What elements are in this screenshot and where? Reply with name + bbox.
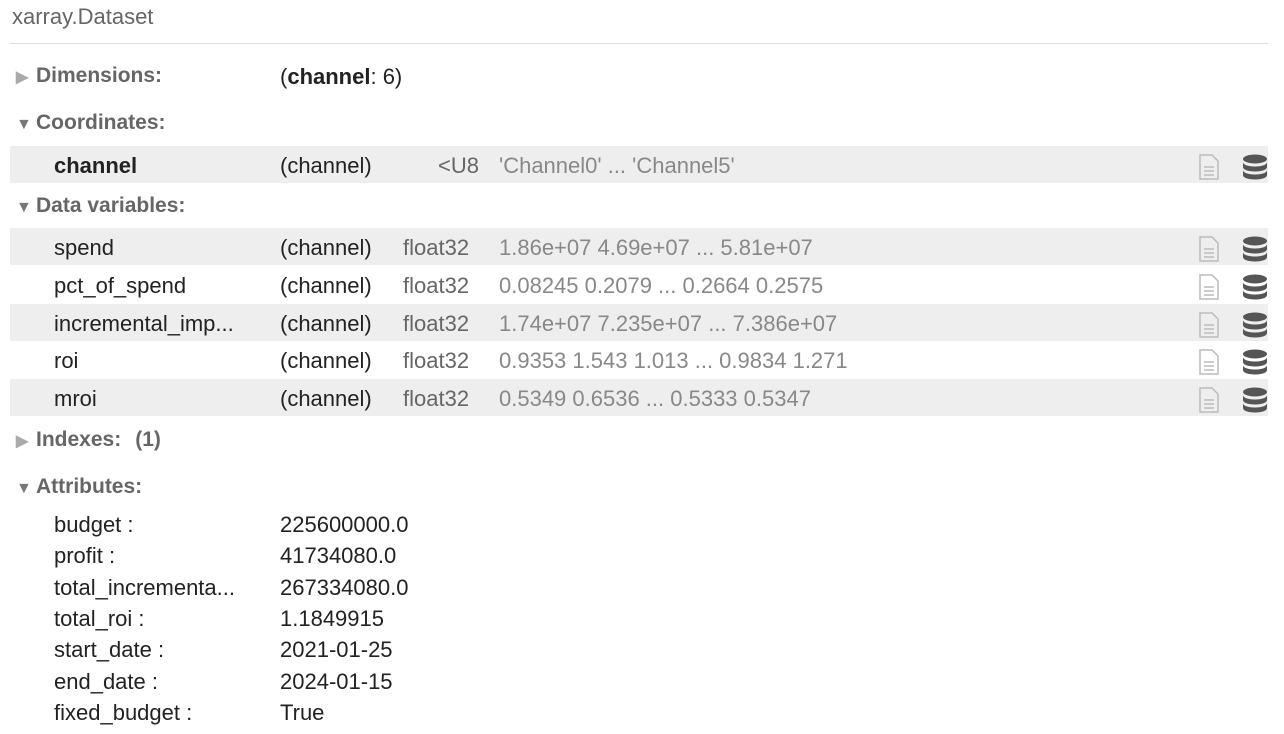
attribute-value: 2021-01-25 (280, 637, 393, 663)
var-dtype: float32 (403, 348, 470, 373)
attribute-value: 225600000.0 (280, 512, 409, 537)
section-attributes[interactable]: ▼ Attributes: (16, 475, 142, 499)
expand-arrow-icon: ▶ (16, 69, 29, 86)
var-preview: 0.9353 1.543 1.013 ... 0.9834 1.271 (499, 348, 848, 373)
data-variable-row: pct_of_spend (channel) float32 0.08245 0… (10, 266, 1268, 303)
var-dtype: float32 (403, 273, 470, 298)
var-dims: (channel) (280, 348, 372, 373)
divider (10, 43, 1268, 44)
var-preview: 'Channel0' ... 'Channel5' (499, 153, 735, 178)
section-indexes[interactable]: ▶ Indexes: (1) (16, 428, 161, 452)
file-icon[interactable] (1198, 236, 1220, 268)
data-variable-row: incremental_imp... (channel) float32 1.7… (10, 304, 1268, 341)
attribute-key: end_date : (54, 668, 158, 694)
var-name: spend (54, 235, 114, 260)
var-dims: (channel) (280, 273, 372, 298)
var-preview: 0.5349 0.6536 ... 0.5333 0.5347 (499, 386, 811, 411)
collapse-arrow-icon: ▼ (16, 199, 32, 216)
attribute-value: 1.1849915 (280, 605, 384, 631)
data-variable-row: mroi (channel) float32 0.5349 0.6536 ...… (10, 379, 1268, 416)
attribute-value: True (280, 699, 325, 725)
var-name: mroi (54, 386, 97, 411)
dim-size: : 6) (370, 64, 403, 89)
database-icon[interactable] (1242, 312, 1268, 344)
expand-arrow-icon: ▶ (16, 433, 29, 450)
var-preview: 1.74e+07 7.235e+07 ... 7.386e+07 (499, 311, 838, 336)
section-coordinates[interactable]: ▼ Coordinates: (16, 111, 166, 135)
attribute-key: total_roi : (54, 605, 145, 631)
var-dtype: <U8 (438, 153, 479, 178)
file-icon[interactable] (1198, 387, 1220, 419)
var-dtype: float32 (403, 311, 470, 336)
section-label: Dimensions: (36, 64, 163, 87)
var-dims: (channel) (280, 153, 372, 178)
section-data-variables[interactable]: ▼ Data variables: (16, 194, 185, 218)
attribute-value: 2024-01-15 (280, 668, 393, 694)
var-dims: (channel) (280, 235, 372, 260)
database-icon[interactable] (1242, 154, 1268, 186)
attribute-key: total_incrementa... (54, 574, 235, 600)
section-label: Attributes: (36, 475, 143, 498)
index-count: (1) (135, 428, 161, 451)
var-preview: 1.86e+07 4.69e+07 ... 5.81e+07 (499, 235, 813, 260)
attribute-key: profit : (54, 543, 116, 569)
section-label: Data variables: (36, 194, 186, 217)
var-name: pct_of_spend (54, 273, 187, 298)
attribute-value: 267334080.0 (280, 574, 409, 600)
var-dtype: float32 (403, 386, 470, 411)
database-icon[interactable] (1242, 236, 1268, 268)
database-icon[interactable] (1242, 349, 1268, 381)
var-dtype: float32 (403, 235, 470, 260)
coordinate-row: channel (channel) <U8 'Channel0' ... 'Ch… (10, 146, 1268, 183)
collapse-arrow-icon: ▼ (16, 116, 32, 133)
attribute-key: start_date : (54, 637, 165, 663)
var-dims: (channel) (280, 311, 372, 336)
var-preview: 0.08245 0.2079 ... 0.2664 0.2575 (499, 273, 824, 298)
database-icon[interactable] (1242, 274, 1268, 306)
file-icon[interactable] (1198, 349, 1220, 381)
section-label: Coordinates: (36, 111, 166, 134)
section-label: Indexes: (36, 428, 122, 451)
section-dimensions[interactable]: ▶ Dimensions: (16, 64, 162, 88)
attribute-key: budget : (54, 512, 134, 537)
data-variable-row: spend (channel) float32 1.86e+07 4.69e+0… (10, 228, 1268, 265)
attribute-key: fixed_budget : (54, 699, 193, 725)
file-icon[interactable] (1198, 154, 1220, 186)
dataset-title: xarray.Dataset (12, 4, 154, 29)
dim-name: channel (287, 64, 371, 89)
collapse-arrow-icon: ▼ (16, 480, 32, 497)
file-icon[interactable] (1198, 312, 1220, 344)
paren: ( (280, 64, 288, 89)
var-name: roi (54, 348, 79, 373)
var-name: incremental_imp... (54, 311, 234, 336)
var-dims: (channel) (280, 386, 372, 411)
data-variable-row: roi (channel) float32 0.9353 1.543 1.013… (10, 341, 1268, 378)
attribute-value: 41734080.0 (280, 543, 397, 569)
var-name: channel (54, 153, 138, 178)
dimensions-value: (channel: 6) (280, 64, 402, 90)
file-icon[interactable] (1198, 274, 1220, 306)
database-icon[interactable] (1242, 387, 1268, 419)
